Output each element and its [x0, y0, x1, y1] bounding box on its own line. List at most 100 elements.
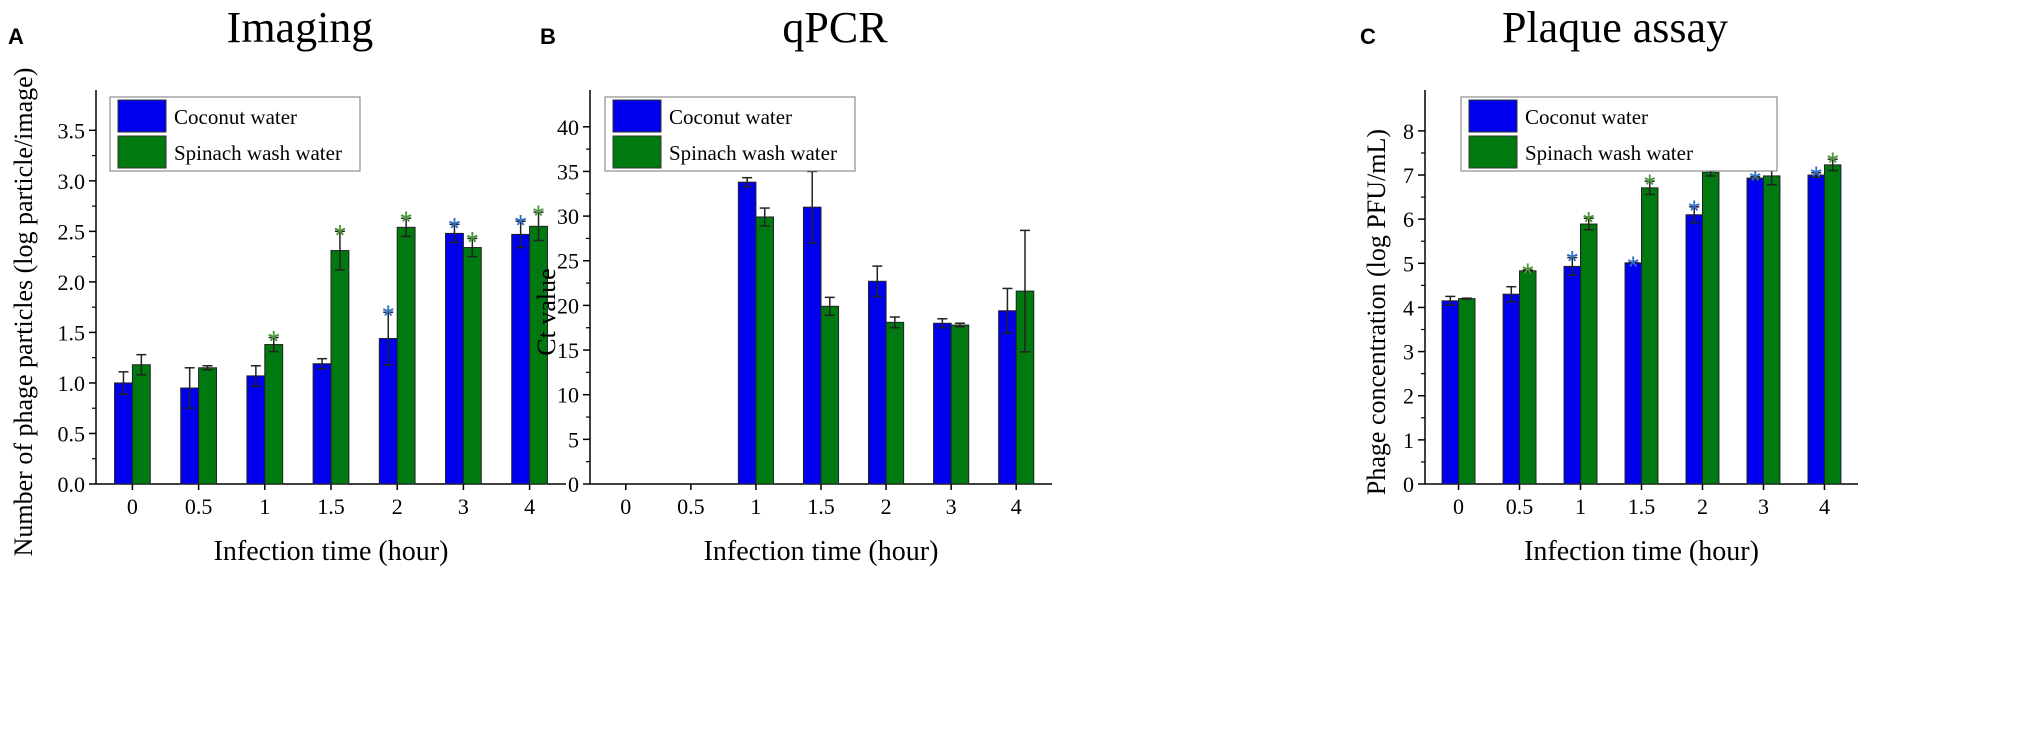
y-tick-label: 5 [1403, 251, 1414, 276]
y-tick-label: 6 [1403, 207, 1414, 232]
y-tick-label: 35 [557, 159, 579, 184]
bar-coconut [1807, 174, 1825, 485]
x-tick-label: 1 [259, 494, 270, 519]
y-tick-label: 20 [557, 293, 579, 318]
y-tick-label: 10 [557, 383, 579, 408]
legend-swatch [117, 99, 167, 133]
y-tick-label: 3 [1403, 340, 1414, 365]
y-tick-label: 2.0 [58, 270, 86, 295]
bar-spinach [1580, 223, 1598, 485]
bar-spinach [198, 367, 217, 485]
legend-swatch [1468, 135, 1518, 169]
x-tick-label: 0.5 [677, 494, 705, 519]
significance-star: * [1827, 147, 1839, 180]
bar-coconut [1624, 262, 1643, 485]
x-axis-label: Infection time (hour) [1524, 536, 1759, 567]
bar-coconut [312, 363, 332, 485]
x-tick-label: 3 [946, 494, 957, 519]
legend: Coconut water Spinach wash water [109, 96, 361, 172]
y-tick-label: 7 [1403, 163, 1414, 188]
x-tick-label: 1 [750, 494, 761, 519]
panel-letter: A [8, 24, 24, 49]
significance-star: * [1688, 195, 1700, 228]
legend: Coconut water Spinach wash water [1460, 96, 1778, 172]
legend-swatch [117, 135, 167, 169]
x-tick-label: 0.5 [185, 494, 213, 519]
bar-spinach [1519, 270, 1537, 485]
x-tick-label: 3 [1758, 494, 1769, 519]
bar-spinach [1762, 175, 1781, 485]
legend: Coconut water Spinach wash water [604, 96, 856, 172]
significance-star: * [1522, 258, 1534, 291]
significance-star: * [334, 219, 346, 252]
x-tick-label: 1.5 [1628, 494, 1656, 519]
x-tick-label: 0.5 [1506, 494, 1534, 519]
significance-star: * [1566, 246, 1578, 279]
y-axis-label: Ct value [532, 268, 561, 355]
x-tick-label: 1.5 [317, 494, 345, 519]
y-tick-label: 1 [1403, 428, 1414, 453]
y-tick-label: 30 [557, 204, 579, 229]
significance-star: * [1644, 169, 1656, 202]
x-tick-label: 4 [1011, 494, 1022, 519]
panel-letter: B [540, 24, 556, 49]
bar-spinach [1701, 171, 1720, 485]
bar-spinach [264, 344, 284, 485]
y-tick-label: 0 [1403, 472, 1414, 497]
panel-letter: C [1360, 24, 1376, 49]
y-tick-label: 15 [557, 338, 579, 363]
y-tick-label: 0.0 [58, 472, 86, 497]
bar-coconut [998, 310, 1017, 485]
x-tick-label: 3 [458, 494, 469, 519]
x-tick-label: 0 [620, 494, 631, 519]
bar-spinach [396, 226, 416, 485]
y-tick-label: 25 [557, 249, 579, 274]
bar-spinach [755, 216, 774, 485]
panel-a: A Imaging 0.0 0.5 1.0 1.5 2.0 2.5 3.0 3.5 0 0.5 1 * 1.… [8, 3, 566, 567]
bar-coconut [1441, 300, 1460, 485]
significance-star: * [382, 300, 394, 333]
x-tick-label: 2 [392, 494, 403, 519]
bar-coconut [1685, 214, 1703, 485]
bar-coconut [114, 382, 133, 485]
significance-star: * [1749, 165, 1761, 198]
x-tick-label: 0 [1453, 494, 1464, 519]
x-axis-label: Infection time (hour) [704, 536, 939, 567]
legend-label: Coconut water [174, 105, 297, 129]
legend-label: Coconut water [1525, 105, 1648, 129]
bar-coconut [868, 280, 887, 485]
legend-swatch [1468, 99, 1518, 133]
significance-star: * [515, 209, 527, 242]
x-tick-label: 0 [127, 494, 138, 519]
bar-spinach [950, 324, 970, 485]
bar-coconut [1746, 177, 1764, 485]
chart-title: Plaque assay [1502, 3, 1728, 52]
significance-star: * [400, 206, 412, 239]
y-tick-label: 0.5 [58, 421, 86, 446]
y-tick-label: 3.0 [58, 169, 86, 194]
legend-label: Spinach wash water [669, 141, 837, 165]
y-tick-label: 8 [1403, 119, 1414, 144]
significance-star: * [1583, 206, 1595, 239]
legend-swatch [612, 99, 662, 133]
x-tick-label: 4 [1819, 494, 1830, 519]
bar-coconut [933, 322, 952, 485]
significance-star: * [533, 200, 545, 233]
bar-coconut [246, 375, 266, 485]
significance-star: * [1627, 251, 1639, 284]
significance-star: * [466, 226, 478, 259]
y-tick-label: 0 [568, 472, 579, 497]
bar-coconut [802, 206, 822, 485]
x-axis-label: Infection time (hour) [214, 536, 449, 567]
bar-spinach [330, 250, 350, 485]
legend-label: Spinach wash water [174, 141, 342, 165]
bar-coconut [1563, 265, 1582, 485]
chart-title: qPCR [782, 3, 888, 52]
bar-spinach [131, 364, 151, 485]
y-tick-label: 5 [568, 427, 579, 452]
bar-spinach [1823, 164, 1842, 485]
bar-spinach [462, 247, 482, 485]
